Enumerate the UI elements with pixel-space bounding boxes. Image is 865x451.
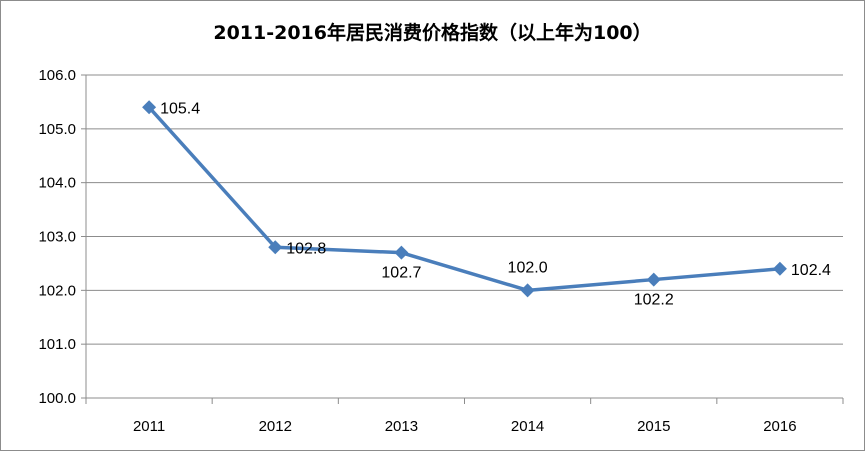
y-tick-label: 101.0: [38, 336, 76, 353]
y-tick-label: 102.0: [38, 282, 76, 299]
y-tick-label: 106.0: [38, 67, 76, 84]
data-point-marker: [772, 261, 787, 276]
y-tick-label: 105.0: [38, 121, 76, 138]
data-labels: 105.4 102.8 102.7 102.0 102.2 102.4: [160, 100, 831, 308]
gridlines: [86, 74, 843, 345]
x-tick-label: 2013: [385, 418, 418, 435]
x-axis-ticks: 2011 2012 2013 2014 2015 2016: [85, 398, 844, 435]
data-label: 105.4: [160, 100, 200, 117]
x-tick-label: 2012: [259, 418, 292, 435]
y-tick-label: 100.0: [38, 390, 76, 407]
y-tick-label: 103.0: [38, 229, 76, 246]
data-point-marker: [520, 283, 535, 298]
data-point-marker: [142, 100, 157, 115]
series-line-path: [147, 106, 781, 293]
data-point-marker: [394, 245, 409, 260]
x-tick-label: 2011: [133, 418, 165, 435]
y-tick-label: 104.0: [38, 175, 76, 192]
data-markers: [142, 100, 787, 298]
data-label: 102.4: [791, 262, 831, 279]
chart-title: 2011-2016年居民消费价格指数（以上年为100）: [213, 22, 652, 44]
data-label: 102.2: [634, 292, 674, 309]
data-label: 102.8: [286, 240, 326, 257]
data-label: 102.0: [508, 259, 548, 276]
data-point-marker: [646, 272, 661, 287]
x-tick-label: 2016: [763, 418, 796, 435]
series-line: [147, 106, 781, 293]
data-point-marker: [268, 240, 283, 255]
x-tick-label: 2015: [637, 418, 670, 435]
data-label: 102.7: [381, 265, 421, 282]
x-tick-label: 2014: [511, 418, 544, 435]
y-axis-ticks: 100.0 101.0 102.0 103.0 104.0 105.0 106.0: [38, 67, 86, 407]
